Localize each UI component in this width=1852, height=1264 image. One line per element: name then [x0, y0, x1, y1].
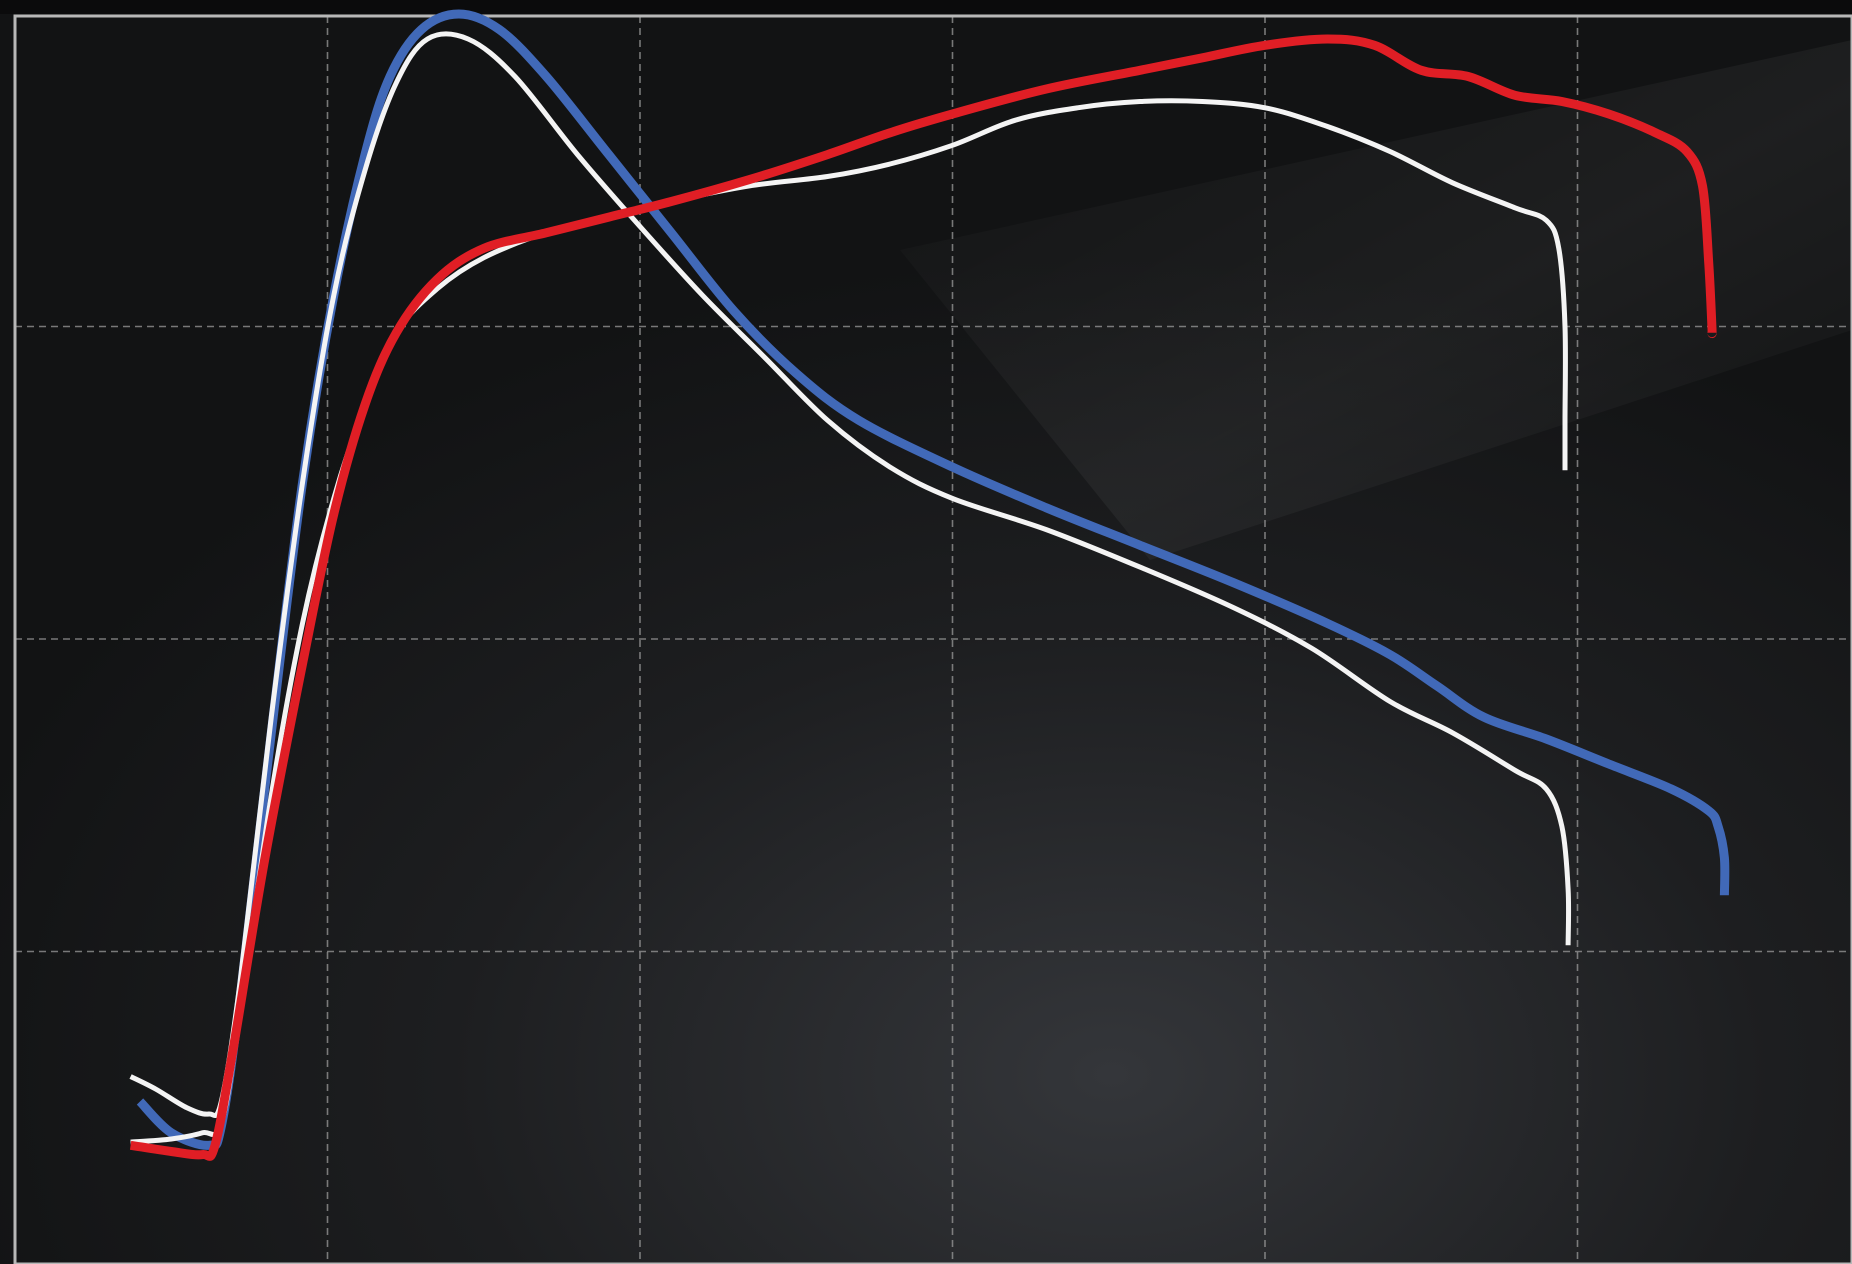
background-light-streak	[900, 40, 1852, 560]
top-strip	[0, 0, 1852, 14]
plot-frame	[13, 14, 1852, 1264]
series-line-red-4	[129, 34, 1717, 1161]
gridlines	[15, 16, 1852, 1264]
series-line-white-3	[130, 98, 1568, 1145]
series-lines	[129, 9, 1730, 1161]
